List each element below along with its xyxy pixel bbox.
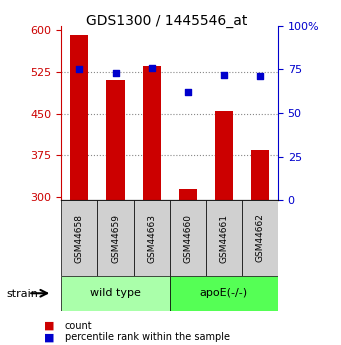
Bar	[206, 200, 242, 276]
Text: GSM44660: GSM44660	[183, 214, 192, 263]
Point	[113, 70, 118, 76]
Point	[77, 67, 82, 72]
Point	[257, 73, 263, 79]
Bar	[70, 36, 88, 200]
Bar	[143, 66, 161, 200]
Text: GSM44663: GSM44663	[147, 214, 156, 263]
Text: percentile rank within the sample: percentile rank within the sample	[65, 333, 230, 342]
Text: GSM44662: GSM44662	[255, 214, 264, 263]
Bar	[61, 200, 98, 276]
Text: GSM44659: GSM44659	[111, 214, 120, 263]
Text: strain: strain	[7, 289, 39, 299]
Point	[185, 89, 190, 95]
Bar	[242, 200, 278, 276]
Text: ■: ■	[44, 321, 55, 331]
Text: wild type: wild type	[90, 288, 141, 298]
Bar	[61, 276, 169, 310]
Text: apoE(-/-): apoE(-/-)	[200, 288, 248, 298]
Point	[149, 65, 154, 70]
Text: GSM44661: GSM44661	[219, 214, 228, 263]
Point	[221, 72, 226, 77]
Text: GSM44658: GSM44658	[75, 214, 84, 263]
Bar	[169, 200, 206, 276]
Bar	[106, 80, 124, 200]
Bar	[98, 200, 134, 276]
Bar	[251, 150, 269, 200]
Text: GDS1300 / 1445546_at: GDS1300 / 1445546_at	[86, 14, 248, 29]
Bar	[169, 276, 278, 310]
Text: count: count	[65, 321, 92, 331]
Bar	[179, 189, 197, 200]
Text: ■: ■	[44, 333, 55, 342]
Bar	[215, 111, 233, 200]
Bar	[134, 200, 169, 276]
